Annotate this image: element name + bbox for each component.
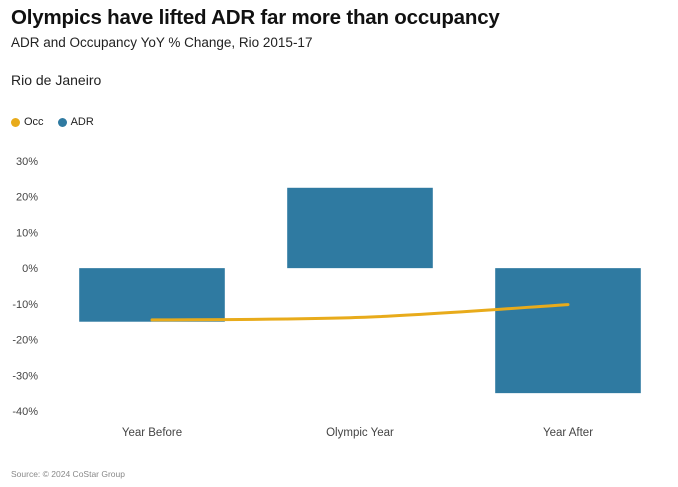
legend-label-occ: Occ (24, 116, 44, 128)
line-occ (150, 303, 570, 322)
y-tick-label: 30% (16, 156, 38, 168)
y-tick-label: -20% (12, 335, 38, 347)
legend-swatch-occ (11, 117, 20, 127)
chart-title: Olympics have lifted ADR far more than o… (11, 6, 500, 29)
x-tick-label: Year Before (122, 427, 182, 439)
y-tick-label: 0% (22, 263, 38, 275)
x-tick-label: Olympic Year (326, 427, 394, 439)
y-tick-label: -30% (12, 370, 38, 382)
legend-label-adr: ADR (70, 116, 94, 128)
bar-adr-year-before (79, 268, 225, 322)
y-tick-label: 20% (16, 192, 38, 204)
y-tick-label: 10% (16, 227, 38, 239)
y-tick-label: -10% (12, 299, 38, 311)
legend: Occ ADR (11, 116, 108, 128)
y-tick-label: -40% (12, 406, 38, 418)
legend-item-adr[interactable]: ADR (57, 116, 94, 128)
source-note: Source: © 2024 CoStar Group (11, 469, 125, 479)
x-tick-label: Year After (543, 427, 593, 439)
bar-adr-olympic-year (287, 187, 433, 269)
bar-adr-year-after (495, 268, 641, 394)
legend-item-occ[interactable]: Occ (11, 116, 44, 128)
panel-label: Rio de Janeiro (11, 72, 102, 88)
chart-subtitle: ADR and Occupancy YoY % Change, Rio 2015… (11, 35, 313, 50)
legend-swatch-adr (57, 117, 67, 127)
